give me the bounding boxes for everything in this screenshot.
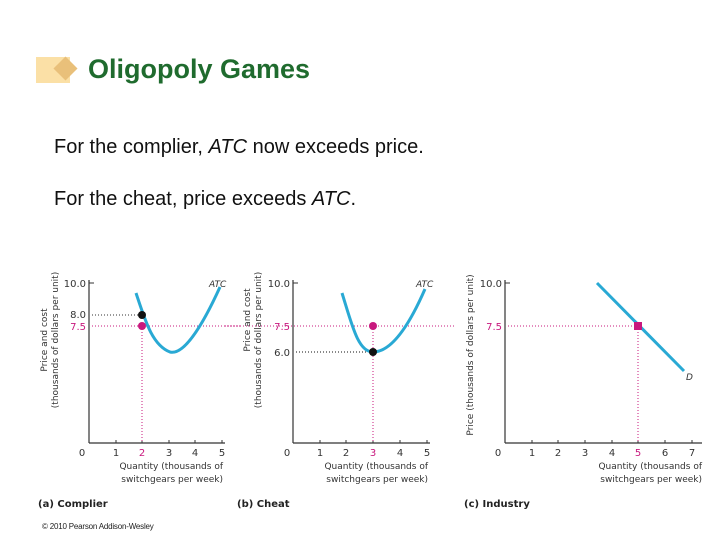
x-tick-label-highlight: 3 bbox=[370, 448, 376, 459]
ylabel-line2: (thousands of dollars per unit) bbox=[254, 272, 264, 408]
x-tick-label: 7 bbox=[689, 448, 695, 459]
x-tick-label: 1 bbox=[529, 448, 535, 459]
complier-cost-point bbox=[138, 311, 146, 319]
cheat-cost-point bbox=[369, 348, 377, 356]
x-tick-label-highlight: 2 bbox=[139, 448, 145, 459]
y-tick-label-price: 7.5 bbox=[274, 322, 290, 333]
cheat-price-point bbox=[369, 322, 377, 330]
xlabel-line1: Quantity (thousands of bbox=[598, 462, 702, 472]
ylabel-line1: Price and cost bbox=[243, 288, 253, 352]
ylabel: Price (thousands of dollars per unit) bbox=[466, 274, 476, 435]
chart-industry: Price (thousands of dollars per unit) 0 … bbox=[464, 274, 703, 510]
atc-curve bbox=[340, 288, 427, 354]
xlabel-line2: switchgears per week) bbox=[600, 475, 702, 485]
line2-pre: For the cheat, price exceeds bbox=[54, 188, 312, 210]
xlabel-line2: switchgears per week) bbox=[121, 475, 223, 485]
line1-pre: For the complier, bbox=[54, 136, 209, 158]
y-tick-label: 6.0 bbox=[274, 348, 290, 359]
complier-price-point bbox=[138, 322, 146, 330]
atc-label: ATC bbox=[208, 280, 227, 290]
body-line-2: For the cheat, price exceeds ATC. bbox=[54, 188, 356, 211]
y-tick-label: 8.0 bbox=[70, 310, 86, 321]
x-tick-label-highlight: 5 bbox=[635, 448, 641, 459]
x-tick-label: 0 bbox=[495, 448, 501, 459]
x-tick-label: 6 bbox=[662, 448, 668, 459]
x-tick-label: 5 bbox=[219, 448, 225, 459]
y-tick-label-price: 7.5 bbox=[70, 322, 86, 333]
xlabel-line2: switchgears per week) bbox=[326, 475, 428, 485]
y-tick-label: 10.0 bbox=[268, 279, 290, 290]
copyright-notice: © 2010 Pearson Addison-Wesley bbox=[42, 522, 154, 531]
x-tick-label: 0 bbox=[79, 448, 85, 459]
atc-label: ATC bbox=[415, 280, 434, 290]
line1-post: now exceeds price. bbox=[247, 136, 424, 158]
body-line-1: For the complier, ATC now exceeds price. bbox=[54, 136, 424, 159]
xlabel-line1: Quantity (thousands of bbox=[119, 462, 223, 472]
line2-post: . bbox=[350, 188, 356, 210]
line1-em: ATC bbox=[208, 136, 248, 158]
panel-label: (a) Complier bbox=[38, 499, 108, 510]
line2-em: ATC bbox=[311, 188, 351, 210]
slide-title: Oligopoly Games bbox=[88, 54, 311, 84]
atc-curve bbox=[134, 286, 222, 354]
y-tick-label: 10.0 bbox=[64, 279, 86, 290]
x-tick-label: 2 bbox=[555, 448, 561, 459]
y-tick-label: 10.0 bbox=[480, 279, 502, 290]
ylabel-line2: (thousands of dollars per unit) bbox=[51, 272, 61, 408]
panel-label: (b) Cheat bbox=[237, 499, 290, 510]
x-tick-label: 4 bbox=[609, 448, 615, 459]
x-tick-label: 1 bbox=[317, 448, 323, 459]
demand-label: D bbox=[686, 373, 693, 383]
xlabel-line1: Quantity (thousands of bbox=[324, 462, 428, 472]
x-tick-label: 2 bbox=[343, 448, 349, 459]
ylabel-line1: Price and cost bbox=[40, 308, 50, 372]
x-tick-label: 4 bbox=[192, 448, 198, 459]
x-tick-label: 4 bbox=[397, 448, 403, 459]
industry-price-point bbox=[634, 322, 642, 330]
panel-label: (c) Industry bbox=[464, 499, 530, 510]
chart-cheat: Price and cost (thousands of dollars per… bbox=[225, 272, 455, 510]
x-tick-label: 3 bbox=[582, 448, 588, 459]
chart-complier: Price and cost (thousands of dollars per… bbox=[38, 272, 240, 510]
x-tick-label: 1 bbox=[113, 448, 119, 459]
y-tick-label-price: 7.5 bbox=[486, 322, 502, 333]
x-tick-label: 5 bbox=[424, 448, 430, 459]
x-tick-label: 3 bbox=[166, 448, 172, 459]
x-tick-label: 0 bbox=[284, 448, 290, 459]
